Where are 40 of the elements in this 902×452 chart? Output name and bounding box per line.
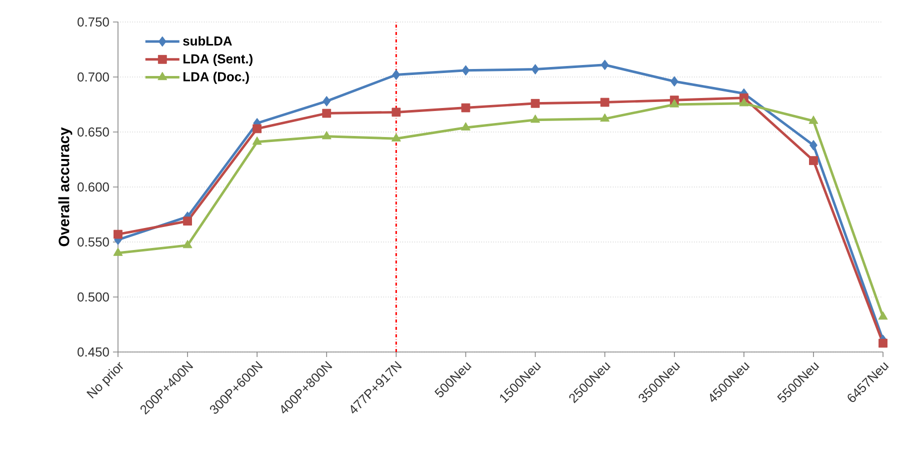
point bbox=[809, 156, 818, 166]
point bbox=[391, 133, 401, 142]
point bbox=[113, 248, 123, 256]
point bbox=[460, 122, 470, 130]
point bbox=[809, 140, 818, 150]
point bbox=[878, 311, 888, 320]
point bbox=[183, 216, 192, 226]
point bbox=[252, 136, 262, 145]
point bbox=[182, 240, 192, 248]
y-tick-label: 0.700 bbox=[78, 72, 109, 82]
point bbox=[808, 116, 818, 124]
legend-label: LDA (Sent.) bbox=[183, 54, 252, 66]
y-tick-label: 0.650 bbox=[78, 127, 109, 137]
point bbox=[322, 108, 332, 118]
point bbox=[600, 113, 610, 122]
point bbox=[461, 103, 470, 112]
y-tick-label: 0.750 bbox=[78, 17, 109, 27]
point bbox=[462, 65, 470, 76]
point bbox=[392, 70, 400, 80]
point bbox=[530, 98, 540, 108]
y-tick-label: 0.500 bbox=[78, 292, 109, 302]
point bbox=[114, 230, 122, 239]
legend-label: subLDA bbox=[183, 36, 232, 46]
y-tick-label: 0.600 bbox=[78, 182, 109, 192]
point bbox=[252, 124, 262, 134]
y-tick-label: 0.550 bbox=[78, 237, 109, 247]
point bbox=[600, 98, 610, 107]
legend-label: LDA (Doc.) bbox=[183, 72, 249, 84]
point bbox=[531, 64, 540, 75]
point bbox=[670, 99, 680, 108]
point bbox=[530, 114, 540, 123]
point bbox=[878, 338, 888, 348]
point bbox=[739, 98, 749, 106]
point bbox=[322, 96, 331, 106]
y-axis-title: Overall accuracy bbox=[58, 127, 72, 246]
point bbox=[322, 130, 332, 140]
point bbox=[670, 76, 678, 87]
y-tick-label: 0.450 bbox=[78, 347, 109, 357]
point bbox=[600, 60, 609, 70]
point bbox=[392, 108, 401, 117]
